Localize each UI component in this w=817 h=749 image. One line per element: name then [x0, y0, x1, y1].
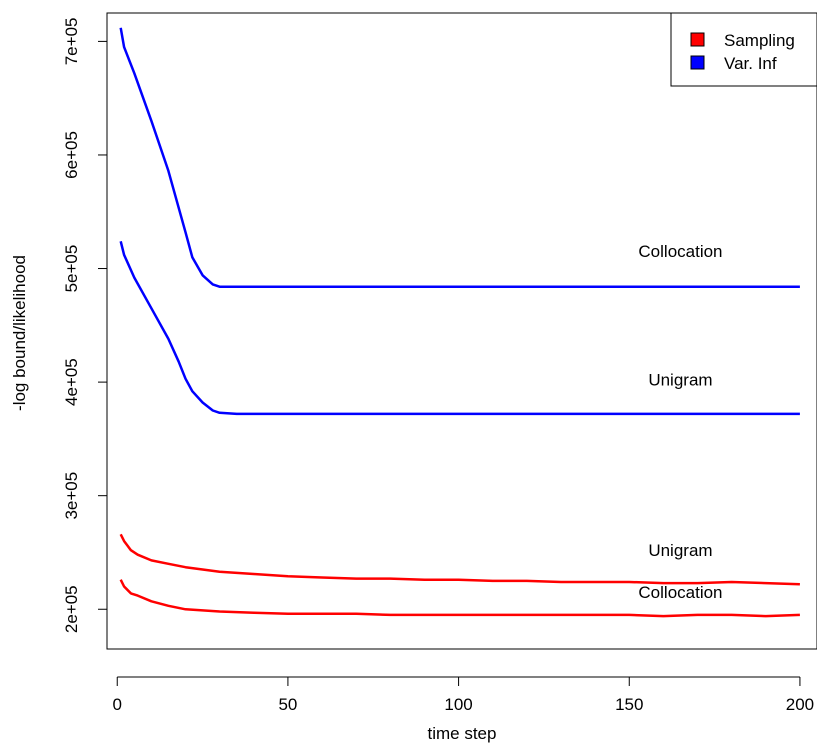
legend-label: Sampling [724, 31, 795, 50]
series-line [119, 579, 800, 618]
x-axis-label: time step [428, 724, 497, 743]
x-tick-label: 150 [615, 695, 643, 714]
y-tick-label: 5e+05 [62, 245, 81, 293]
legend: Sampling Var. Inf [670, 12, 817, 87]
series-line [119, 240, 800, 416]
annotation-label: Unigram [648, 541, 712, 560]
y-tick-label: 7e+05 [62, 18, 81, 66]
y-tick-label: 4e+05 [62, 358, 81, 406]
series-line [119, 27, 800, 288]
x-tick-label: 100 [444, 695, 472, 714]
annotation-label: Collocation [638, 242, 722, 261]
y-axis-label: -log bound/likelihood [10, 255, 29, 411]
x-axis: 0 50 100 150 200 [113, 676, 814, 714]
legend-label: Var. Inf [724, 54, 777, 73]
x-tick-label: 0 [113, 695, 122, 714]
y-tick-label: 2e+05 [62, 585, 81, 633]
annotation-label: Collocation [638, 583, 722, 602]
x-tick-label: 200 [786, 695, 814, 714]
y-tick-label: 6e+05 [62, 131, 81, 179]
y-axis: 2e+05 3e+05 4e+05 5e+05 6e+05 7e+05 [62, 18, 108, 633]
annotation-label: Unigram [648, 371, 712, 390]
series-line [119, 533, 800, 586]
y-tick-label: 3e+05 [62, 472, 81, 520]
series-layer [119, 27, 800, 618]
x-tick-label: 50 [278, 695, 297, 714]
legend-swatch [690, 32, 705, 47]
legend-swatch [690, 55, 705, 70]
annotation-layer: Collocation Unigram Unigram Collocation [638, 242, 722, 602]
legend-box [670, 12, 817, 87]
